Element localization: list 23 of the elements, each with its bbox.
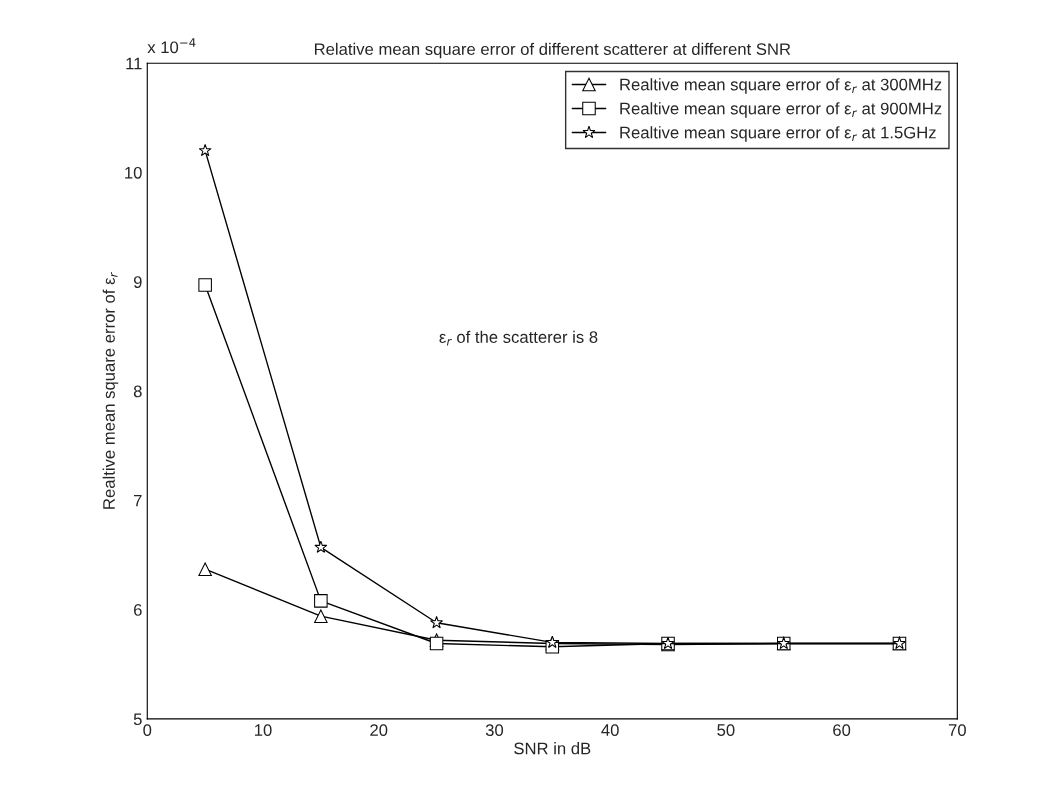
- legend-label: Realtive mean square error of ε$_{r}$ at 1.5GHz: [620, 126, 936, 142]
- x-tick-label: 60: [833, 724, 851, 736]
- y-axis-title: Realtive mean square error of ε$_{r}$: [102, 271, 119, 509]
- legend-label: Realtive mean square error of ε$_{r}$ at 900MHz: [620, 102, 942, 118]
- x-axis-title: SNR in dB: [514, 742, 591, 755]
- x-tick-label: 70: [948, 724, 966, 736]
- chart-title: Relative mean square error of different scatterer at different SNR: [314, 42, 791, 59]
- y-tick-label: 11: [126, 57, 142, 70]
- y-tick-label: 6: [134, 604, 142, 616]
- y-tick-label: 8: [133, 385, 142, 398]
- x-tick-label: 40: [601, 724, 619, 736]
- text: x 10$^{−4}$: [147, 38, 196, 54]
- y-tick-label: 7: [134, 494, 142, 507]
- x-tick-label: 10: [255, 724, 272, 736]
- annotation: ε$_{r}$ of the scatterer is 8: [439, 330, 598, 346]
- x-tick-label: 0: [143, 724, 152, 736]
- x-tick-label: 20: [370, 724, 388, 736]
- y-tick-label: 9: [133, 276, 142, 288]
- y-tick-label: 10: [125, 166, 142, 179]
- legend-label: Realtive mean square error of ε$_{r}$ at 300MHz: [620, 78, 942, 94]
- x-tick-label: 30: [485, 724, 504, 736]
- y-tick-label: 5: [133, 713, 142, 726]
- x-tick-label: 50: [717, 724, 735, 736]
